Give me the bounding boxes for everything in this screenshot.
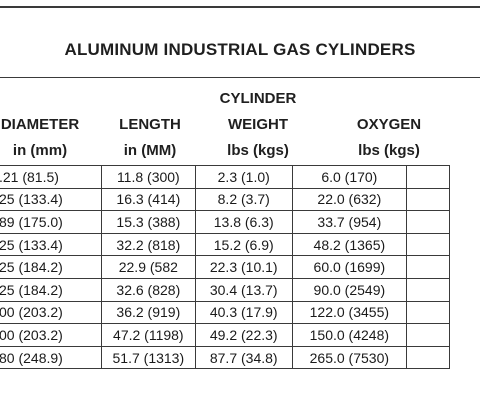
cylinder-table: .21 (81.5) 11.8 (300) 2.3 (1.0) 6.0 (170… bbox=[0, 165, 451, 370]
cell-diameter: 80 (248.9) bbox=[0, 345, 103, 370]
cell-empty bbox=[405, 255, 451, 279]
cell-length: 16.3 (414) bbox=[101, 187, 196, 212]
cell-oxygen: 6.0 (170) bbox=[291, 165, 407, 189]
cell-diameter: 00 (203.2) bbox=[0, 300, 103, 325]
cell-oxygen: 150.0 (4248) bbox=[291, 323, 407, 347]
cell-oxygen: 60.0 (1699) bbox=[291, 255, 407, 279]
cell-diameter: 00 (203.2) bbox=[0, 323, 103, 347]
cell-empty bbox=[405, 277, 451, 302]
cell-diameter: .21 (81.5) bbox=[0, 165, 103, 189]
cell-empty bbox=[405, 345, 451, 370]
cell-oxygen: 33.7 (954) bbox=[291, 210, 407, 234]
header-weight-line-2: WEIGHT bbox=[228, 116, 288, 133]
cell-weight: 13.8 (6.3) bbox=[194, 210, 293, 234]
cell-oxygen: 265.0 (7530) bbox=[291, 345, 407, 370]
cell-weight: 87.7 (34.8) bbox=[194, 345, 293, 370]
header-length-line-2: in (MM) bbox=[123, 142, 177, 159]
cell-weight: 2.3 (1.0) bbox=[194, 165, 293, 189]
cell-empty bbox=[405, 323, 451, 347]
table-row: 25 (133.4) 32.2 (818) 15.2 (6.9) 48.2 (1… bbox=[0, 232, 451, 257]
cell-weight: 30.4 (13.7) bbox=[194, 277, 293, 302]
cell-empty bbox=[405, 187, 451, 212]
cell-oxygen: 122.0 (3455) bbox=[291, 300, 407, 325]
header-oxygen-line-2: lbs (kgs) bbox=[358, 142, 420, 159]
top-border bbox=[0, 6, 480, 8]
header-oxygen: OXYGEN lbs (kgs) bbox=[322, 80, 456, 164]
cell-length: 47.2 (1198) bbox=[101, 323, 196, 347]
cell-oxygen: 22.0 (632) bbox=[291, 187, 407, 212]
cell-length: 22.9 (582 bbox=[101, 255, 196, 279]
cell-length: 11.8 (300) bbox=[101, 165, 196, 189]
cell-length: 36.2 (919) bbox=[101, 300, 196, 325]
cell-weight: 40.3 (17.9) bbox=[194, 300, 293, 325]
header-length-line-1: LENGTH bbox=[119, 116, 181, 133]
header-weight-line-3: lbs (kgs) bbox=[227, 142, 289, 159]
cell-weight: 8.2 (3.7) bbox=[194, 187, 293, 212]
header-oxygen-line-1: OXYGEN bbox=[356, 116, 422, 133]
cell-weight: 22.3 (10.1) bbox=[194, 255, 293, 279]
cell-oxygen: 48.2 (1365) bbox=[291, 232, 407, 257]
cell-weight: 15.2 (6.9) bbox=[194, 232, 293, 257]
cell-empty bbox=[405, 300, 451, 325]
header-weight-line-1: CYLINDER bbox=[219, 90, 297, 107]
table-row: 89 (175.0) 15.3 (388) 13.8 (6.3) 33.7 (9… bbox=[0, 210, 451, 234]
header-diameter: DIAMETER in (mm) bbox=[0, 80, 120, 164]
cell-length: 15.3 (388) bbox=[101, 210, 196, 234]
header-diameter-line-2: in (mm) bbox=[12, 142, 68, 159]
table-row: 25 (184.2) 22.9 (582 22.3 (10.1) 60.0 (1… bbox=[0, 255, 451, 279]
header-top-border bbox=[0, 77, 480, 78]
cell-weight: 49.2 (22.3) bbox=[194, 323, 293, 347]
cell-oxygen: 90.0 (2549) bbox=[291, 277, 407, 302]
cell-diameter: 89 (175.0) bbox=[0, 210, 103, 234]
cell-empty bbox=[405, 210, 451, 234]
cell-length: 32.6 (828) bbox=[101, 277, 196, 302]
header-diameter-line-1: DIAMETER bbox=[0, 116, 80, 133]
cell-diameter: 25 (133.4) bbox=[0, 187, 103, 212]
table-row: .21 (81.5) 11.8 (300) 2.3 (1.0) 6.0 (170… bbox=[0, 165, 451, 189]
table-row: 80 (248.9) 51.7 (1313) 87.7 (34.8) 265.0… bbox=[0, 345, 451, 370]
cell-length: 51.7 (1313) bbox=[101, 345, 196, 370]
cell-diameter: 25 (133.4) bbox=[0, 232, 103, 257]
table-row: 00 (203.2) 47.2 (1198) 49.2 (22.3) 150.0… bbox=[0, 323, 451, 347]
table-row: 25 (133.4) 16.3 (414) 8.2 (3.7) 22.0 (63… bbox=[0, 187, 451, 212]
cell-diameter: 25 (184.2) bbox=[0, 277, 103, 302]
header-cylinder-weight: CYLINDER WEIGHT lbs (kgs) bbox=[206, 80, 310, 164]
cell-empty bbox=[405, 165, 451, 189]
cell-empty bbox=[405, 232, 451, 257]
table-row: 25 (184.2) 32.6 (828) 30.4 (13.7) 90.0 (… bbox=[0, 277, 451, 302]
cell-diameter: 25 (184.2) bbox=[0, 255, 103, 279]
cell-length: 32.2 (818) bbox=[101, 232, 196, 257]
table-row: 00 (203.2) 36.2 (919) 40.3 (17.9) 122.0 … bbox=[0, 300, 451, 325]
table-title: ALUMINUM INDUSTRIAL GAS CYLINDERS bbox=[64, 40, 416, 59]
header-length: LENGTH in (MM) bbox=[102, 80, 198, 164]
